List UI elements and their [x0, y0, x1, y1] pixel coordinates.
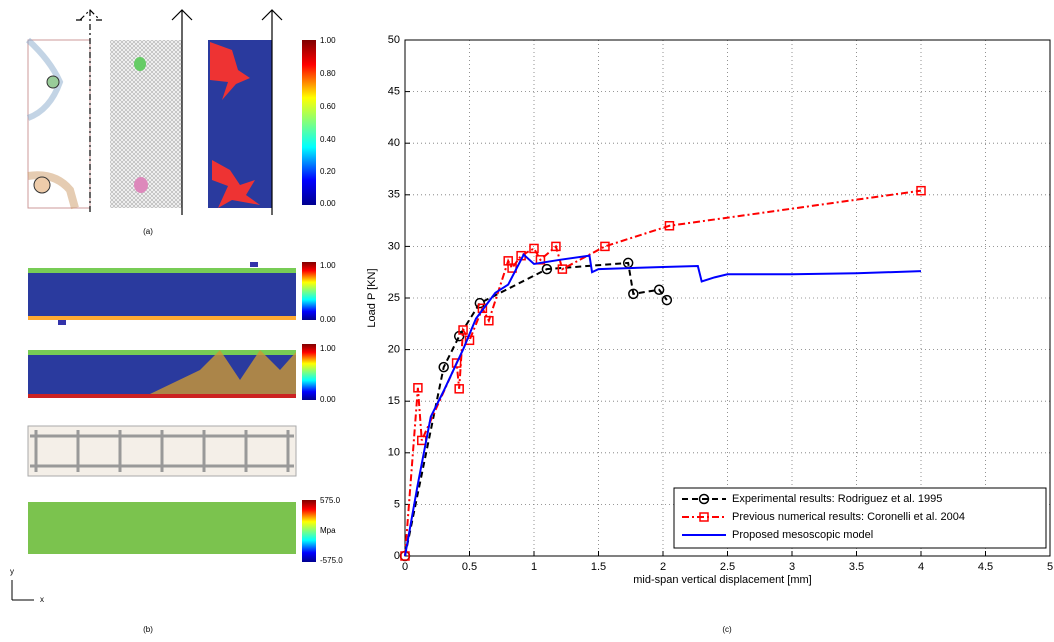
- beam-edge: [28, 394, 296, 398]
- colorbar: [302, 262, 316, 320]
- inclusion: [47, 76, 59, 88]
- support: [58, 320, 66, 325]
- colorbar-label: 1.00: [320, 36, 336, 45]
- colorbar-label: 0.20: [320, 167, 336, 176]
- y-tick-label: 20: [388, 344, 400, 356]
- colorbar-label: 0.60: [320, 102, 336, 111]
- legend-label: Proposed mesoscopic model: [732, 529, 873, 541]
- y-tick-label: 15: [388, 395, 400, 407]
- x-tick-label: 2: [660, 561, 666, 573]
- y-tick-label: 25: [388, 292, 400, 304]
- colorbar: [302, 344, 316, 400]
- beam-edge: [28, 268, 296, 273]
- panel-label: (a): [143, 227, 153, 236]
- y-tick-label: 50: [388, 34, 400, 46]
- y-tick-label: 10: [388, 447, 400, 459]
- legend-label: Previous numerical results: Coronelli et…: [732, 511, 965, 523]
- y-tick-label: 5: [394, 498, 400, 510]
- colorbar-label: 0.80: [320, 69, 336, 78]
- axis-symbol: x: [40, 595, 44, 604]
- y-tick-label: 0: [394, 550, 400, 562]
- chart: 0 5 10 15 20 25 30 35 40 45 50 0 0.5 1 1.5 2 2.5 3 3.5 4 4.5…: [366, 34, 1053, 586]
- page: {"chart_data": {"type": "line", "xlabel"…: [0, 0, 1054, 642]
- x-tick-label: 0.5: [462, 561, 477, 573]
- x-tick-label: 1.5: [591, 561, 606, 573]
- support: [250, 262, 258, 267]
- axis-symbol: y: [10, 567, 14, 576]
- x-tick-label: 0: [402, 561, 408, 573]
- axes-arrows: [12, 580, 34, 600]
- colorbar-label: 0.40: [320, 135, 336, 144]
- y-tick-label: 40: [388, 137, 400, 149]
- colorbar-label: 0.00: [320, 199, 336, 208]
- colorbar-label: 0.00: [320, 315, 336, 324]
- panel-label: (c): [722, 625, 732, 634]
- x-tick-label: 1: [531, 561, 537, 573]
- beam-edge: [28, 350, 296, 355]
- x-tick-label: 5: [1047, 561, 1053, 573]
- beam: [28, 268, 296, 316]
- colorbar-label: 1.00: [320, 344, 336, 353]
- y-tick-label: 45: [388, 86, 400, 98]
- figure: 1.00 0.80 0.60 0.40 0.20 0.00 (a) 1.00 0…: [0, 0, 1054, 642]
- inclusion: [134, 177, 148, 193]
- colorbar-label: 0.00: [320, 395, 336, 404]
- beam: [28, 502, 296, 554]
- panel-a: 1.00 0.80 0.60 0.40 0.20 0.00 (a): [28, 10, 336, 236]
- y-axis-label: Load P [KN]: [366, 268, 378, 327]
- inclusion: [134, 57, 146, 71]
- x-axis-label: mid-span vertical displacement [mm]: [633, 574, 812, 586]
- beam-edge: [28, 316, 296, 320]
- inclusion: [34, 177, 50, 193]
- colorbar-label: 1.00: [320, 261, 336, 270]
- panel-label: (b): [143, 625, 153, 634]
- legend-label: Experimental results: Rodriguez et al. 1…: [732, 493, 942, 505]
- colorbar: [302, 40, 316, 205]
- colorbar-label: -575.0: [320, 556, 343, 565]
- panel-b: 1.00 0.00 1.00 0.00 575.0 Mpa -575.0 y x…: [10, 261, 343, 634]
- colorbar-label: Mpa: [320, 526, 336, 535]
- x-tick-label: 4.5: [978, 561, 993, 573]
- colorbar-label: 575.0: [320, 496, 341, 505]
- legend: Experimental results: Rodriguez et al. 1…: [674, 488, 1046, 548]
- y-tick-label: 35: [388, 189, 400, 201]
- x-tick-label: 3: [789, 561, 795, 573]
- x-tick-label: 4: [918, 561, 924, 573]
- colorbar: [302, 500, 316, 562]
- x-tick-label: 3.5: [849, 561, 864, 573]
- y-tick-label: 30: [388, 240, 400, 252]
- x-tick-label: 2.5: [720, 561, 735, 573]
